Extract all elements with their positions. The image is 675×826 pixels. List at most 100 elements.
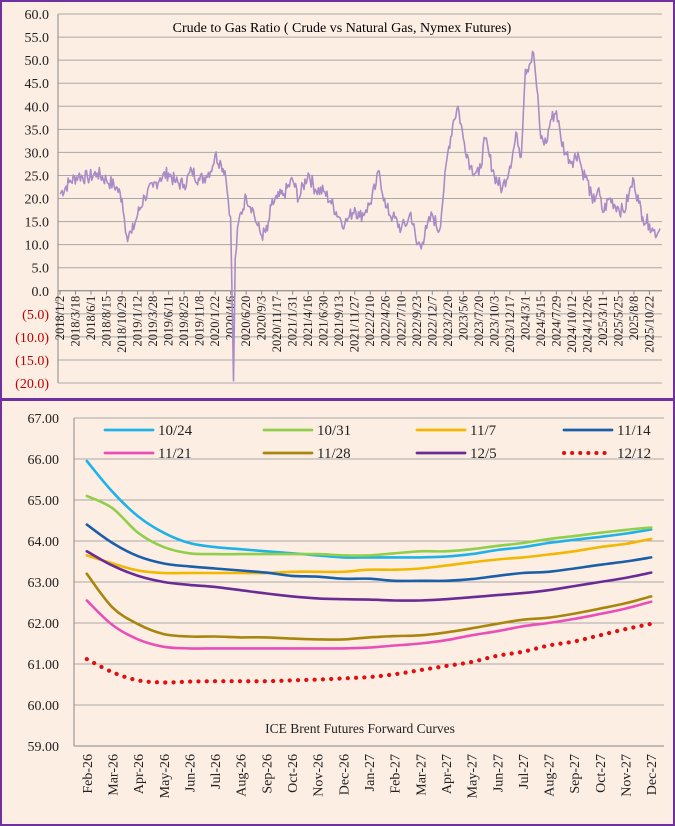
x-tick-label: 2021/6/30	[317, 296, 331, 347]
y-tick-label: 55.0	[25, 31, 50, 46]
x-tick-label: 2020/6/20	[239, 296, 253, 347]
y-tick-label: 5.0	[32, 262, 50, 277]
x-tick-label: 2022/4/26	[379, 296, 393, 347]
x-tick-label: 2022/2/10	[363, 296, 377, 347]
x-tick-label: Apr-26	[132, 754, 147, 794]
legend-label: 12/12	[617, 446, 651, 462]
brent-forward-curves-chart: 67.00 66.00 65.00 64.00 63.00 62.00 61.00 60.00…	[28, 412, 664, 798]
y-tick-label: 0.0	[32, 285, 50, 300]
x-tick-label: Dec-27	[645, 754, 660, 795]
y-tick-label: 50.0	[25, 54, 50, 69]
y-tick-label: 59.00	[28, 740, 60, 755]
x-tick-label: 2023/5/6	[456, 296, 470, 340]
y-tick-label: 60.00	[28, 699, 60, 714]
x-tick-label: Feb-27	[389, 754, 404, 794]
x-tick-label: 2023/12/17	[503, 296, 517, 353]
y-tick-label: 25.0	[25, 169, 50, 184]
x-tick-label: Oct-26	[286, 754, 301, 793]
x-tick-label: 2022/9/23	[410, 296, 424, 347]
ratio-series-line	[59, 50, 661, 382]
x-tick-label: Sep-27	[568, 754, 583, 794]
series-line-12-5	[85, 550, 653, 602]
y-tick-label: 60.0	[25, 8, 50, 23]
crude-gas-ratio-panel: 60.0 55.0 50.0 45.0 40.0 35.0 30.0 25.0 20.0 15.0…	[0, 0, 675, 400]
x-tick-label: Apr-27	[440, 754, 455, 794]
x-tick-label: 2019/6/11	[162, 296, 176, 346]
x-tick-label: 2025/5/25	[611, 296, 625, 347]
y-tick-label: 30.0	[25, 146, 50, 161]
x-tick-label: Aug-27	[543, 754, 558, 797]
x-tick-label: 2024/5/15	[534, 296, 548, 347]
x-tick-label: 2022/7/10	[394, 296, 408, 347]
y-tick-label: (10.0)	[15, 331, 49, 346]
legend-label: 11/7	[470, 423, 497, 439]
x-tick-label: 2023/2/20	[441, 296, 455, 347]
x-tick-label: 2018/8/15	[100, 296, 114, 347]
x-tick-label: 2024/7/29	[549, 296, 563, 347]
x-tick-label: Jul-27	[517, 754, 532, 789]
x-tick-label: May-26	[158, 754, 173, 798]
y-tick-label: 62.00	[28, 617, 60, 632]
series-line-12-12	[84, 621, 654, 685]
x-tick-label: 2024/10/12	[565, 296, 579, 353]
legend-label: 12/5	[470, 446, 497, 462]
y-tick-label: (15.0)	[15, 354, 49, 369]
x-tick-label: Jun-27	[491, 754, 506, 792]
x-tick-label: Jul-26	[209, 754, 224, 789]
x-tick-label: 2025/8/8	[627, 296, 641, 340]
x-tick-label: 2019/3/28	[146, 296, 160, 347]
series-line-11-28	[85, 572, 653, 641]
x-tick-label: 2022/12/7	[425, 296, 439, 347]
x-tick-label: Jan-27	[363, 754, 378, 791]
series-line-11-21	[85, 599, 653, 650]
brent-forward-curves-panel: 67.00 66.00 65.00 64.00 63.00 62.00 61.00 60.00…	[0, 399, 675, 826]
y-tick-label: 35.0	[25, 123, 50, 138]
chart-title: Crude to Gas Ratio ( Crude vs Natural Ga…	[173, 21, 512, 36]
crude-gas-ratio-chart: 60.0 55.0 50.0 45.0 40.0 35.0 30.0 25.0 20.0 15.0…	[15, 8, 662, 392]
series-line-11-7	[85, 537, 653, 575]
y-tick-label: 45.0	[25, 77, 50, 92]
x-tick-label: May-27	[466, 754, 481, 798]
series-line-10-31	[85, 494, 653, 557]
x-tick-label: Nov-27	[620, 754, 635, 797]
x-tick-label: 2025/3/11	[596, 296, 610, 346]
x-tick-label: Sep-26	[260, 754, 275, 794]
y-tick-label: 61.00	[28, 658, 60, 673]
x-tick-label: Nov-26	[312, 754, 327, 797]
x-tick-label: 2018/1/2	[53, 296, 67, 340]
y-tick-label: 40.0	[25, 100, 50, 115]
x-tick-label: 2023/7/20	[472, 296, 486, 347]
legend-label: 11/21	[158, 446, 192, 462]
x-tick-label: 2020/4/6	[224, 296, 238, 340]
x-tick-label: 2020/1/22	[208, 296, 222, 347]
y-tick-label: 65.00	[28, 494, 60, 509]
x-tick-label: Feb-26	[81, 754, 96, 794]
x-tick-label: 2025/10/22	[642, 296, 656, 353]
x-tick-label: 2018/6/1	[84, 296, 98, 340]
x-tick-label: 2021/9/13	[332, 296, 346, 347]
x-tick-label: 2020/9/3	[255, 296, 269, 340]
y-tick-label: 20.0	[25, 193, 50, 208]
x-tick-label: 2021/1/31	[286, 296, 300, 347]
series-line-10-24	[85, 459, 653, 559]
y-tick-label: 63.00	[28, 576, 60, 591]
y-tick-label: 67.00	[28, 412, 60, 427]
x-tick-label: Mar-26	[106, 754, 121, 796]
x-tick-label: 2024/12/26	[580, 296, 594, 353]
y-tick-label: 64.00	[28, 535, 60, 550]
x-tick-label: Dec-26	[337, 754, 352, 795]
y-tick-label: (20.0)	[15, 377, 49, 392]
x-tick-label: Aug-26	[235, 754, 250, 797]
x-tick-label: Oct-27	[594, 754, 609, 793]
x-tick-label: Jun-26	[183, 754, 198, 792]
x-tick-label: 2021/4/16	[301, 296, 315, 347]
legend-label: 10/24	[158, 423, 193, 439]
y-tick-label: (5.0)	[22, 308, 49, 323]
x-tick-label: 2019/8/25	[177, 296, 191, 347]
legend-label: 10/31	[317, 423, 351, 439]
x-tick-label: Mar-27	[414, 754, 429, 796]
chart-title: ICE Brent Futures Forward Curves	[265, 721, 455, 736]
x-tick-label: 2021/11/27	[348, 296, 362, 352]
series-line-11-14	[85, 523, 653, 583]
